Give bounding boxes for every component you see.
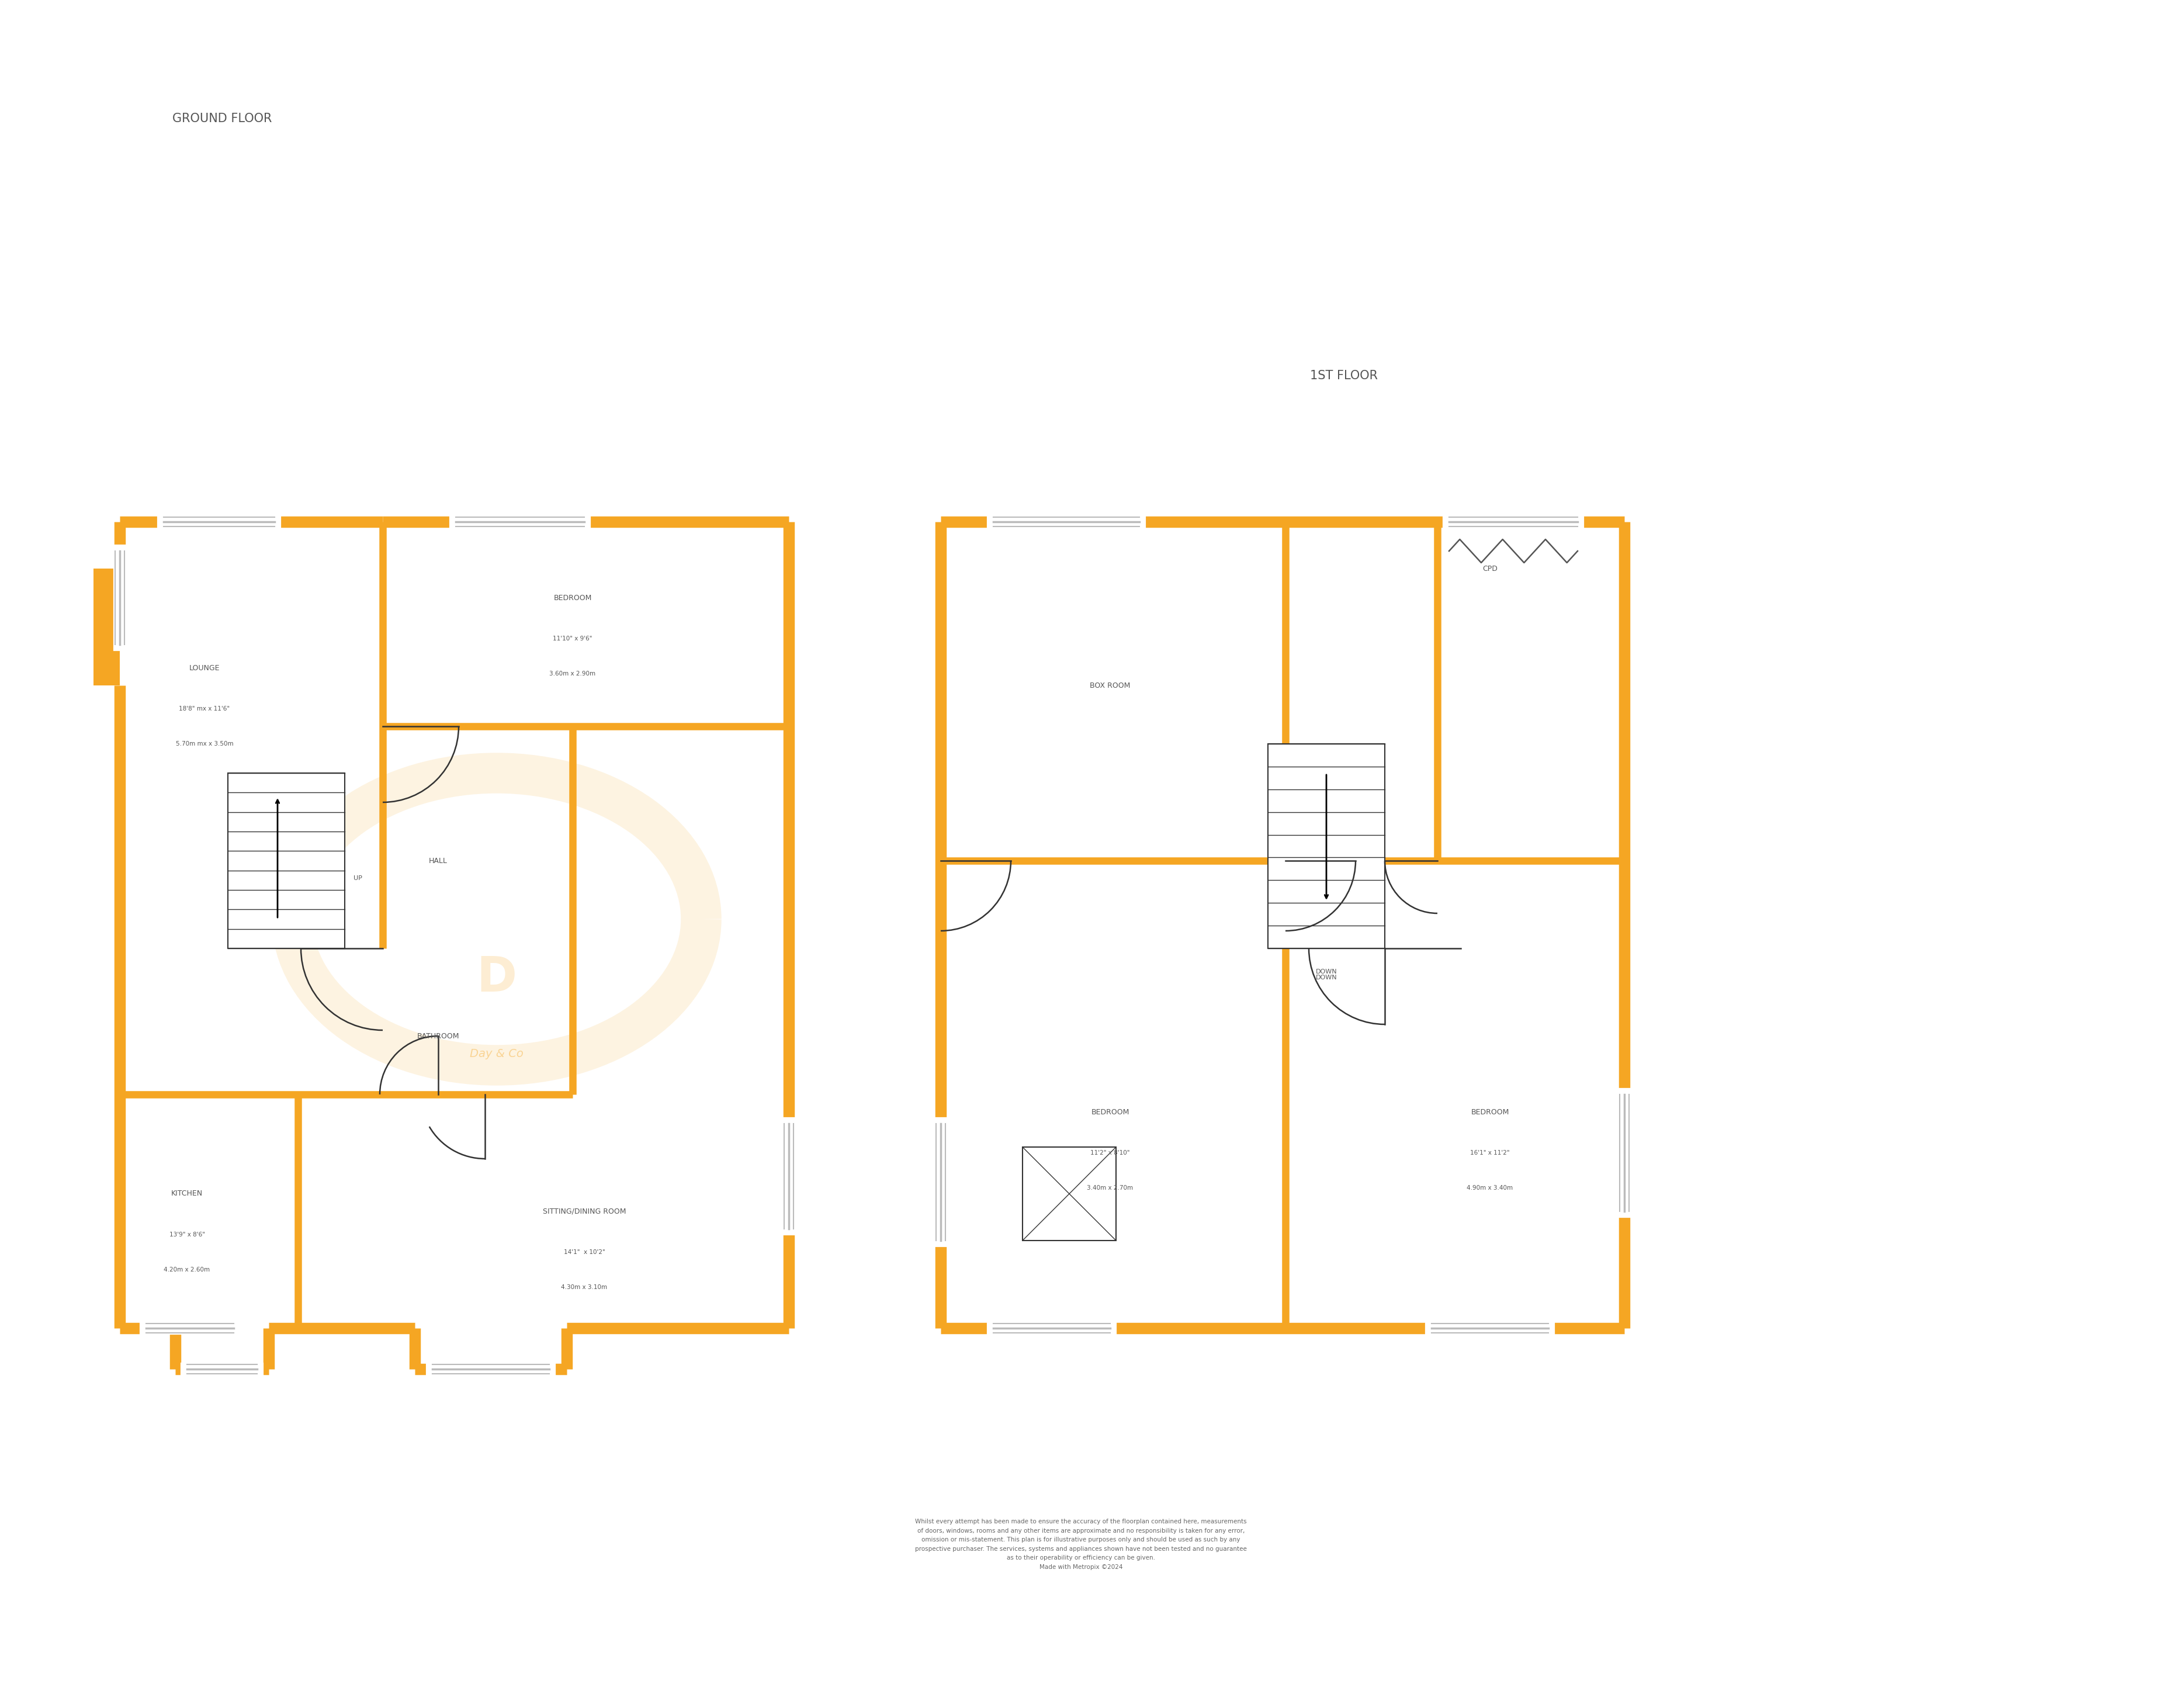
Text: SITTING/DINING ROOM: SITTING/DINING ROOM xyxy=(544,1208,626,1214)
Text: 18'8" mx x 11'6": 18'8" mx x 11'6" xyxy=(180,705,230,712)
Bar xyxy=(93,569,119,685)
Text: 5.70m mx x 3.50m: 5.70m mx x 3.50m xyxy=(175,741,234,746)
Text: BATHROOM: BATHROOM xyxy=(418,1032,459,1040)
Text: Day & Co: Day & Co xyxy=(470,1049,524,1059)
Text: KITCHEN: KITCHEN xyxy=(171,1190,204,1197)
Text: 14'1"  x 10'2": 14'1" x 10'2" xyxy=(563,1249,604,1255)
Text: UP: UP xyxy=(353,874,362,881)
Text: BOX ROOM: BOX ROOM xyxy=(1089,681,1131,690)
Text: 13'9" x 8'6": 13'9" x 8'6" xyxy=(169,1231,206,1238)
Text: 11'10" x 9'6": 11'10" x 9'6" xyxy=(552,635,591,642)
Text: DOWN: DOWN xyxy=(1315,975,1336,980)
Text: 4.30m x 3.10m: 4.30m x 3.10m xyxy=(561,1284,606,1290)
Text: 4.20m x 2.60m: 4.20m x 2.60m xyxy=(165,1267,210,1272)
Bar xyxy=(1022,1148,1115,1240)
Text: 4.90m x 3.40m: 4.90m x 3.40m xyxy=(1466,1185,1514,1190)
Text: CPD: CPD xyxy=(1482,565,1497,572)
Text: LOUNGE: LOUNGE xyxy=(188,664,219,671)
Text: DOWN: DOWN xyxy=(1315,968,1336,975)
Text: 3.60m x 2.90m: 3.60m x 2.90m xyxy=(550,671,596,676)
Text: BEDROOM: BEDROOM xyxy=(1092,1108,1128,1115)
Bar xyxy=(1267,745,1384,948)
Text: 1ST FLOOR: 1ST FLOOR xyxy=(1310,371,1378,381)
Text: 3.40m x 2.70m: 3.40m x 2.70m xyxy=(1087,1185,1133,1190)
Text: BEDROOM: BEDROOM xyxy=(554,594,591,601)
Text: Whilst every attempt has been made to ensure the accuracy of the floorplan conta: Whilst every attempt has been made to en… xyxy=(914,1518,1248,1570)
Text: GROUND FLOOR: GROUND FLOOR xyxy=(173,113,271,125)
Text: 11'2" x 8'10": 11'2" x 8'10" xyxy=(1089,1149,1131,1156)
Text: BEDROOM: BEDROOM xyxy=(1471,1108,1510,1115)
Text: 16'1" x 11'2": 16'1" x 11'2" xyxy=(1471,1149,1510,1156)
Text: HALL: HALL xyxy=(429,857,448,864)
Bar xyxy=(227,774,344,948)
Text: D: D xyxy=(477,955,518,1001)
